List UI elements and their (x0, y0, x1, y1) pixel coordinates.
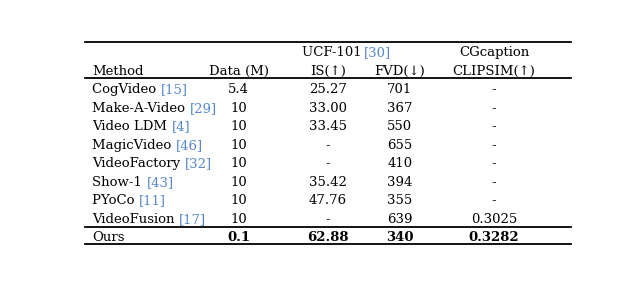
Text: CLIPSIM(↑): CLIPSIM(↑) (452, 65, 536, 78)
Text: [29]: [29] (189, 102, 217, 115)
Text: 25.27: 25.27 (309, 83, 347, 97)
Text: [11]: [11] (139, 195, 166, 207)
Text: [17]: [17] (179, 213, 206, 226)
Text: 367: 367 (387, 102, 413, 115)
Text: -: - (326, 139, 330, 152)
Text: -: - (492, 139, 497, 152)
Text: 0.1: 0.1 (227, 231, 250, 244)
Text: [46]: [46] (176, 139, 203, 152)
Text: 10: 10 (230, 213, 247, 226)
Text: FVD(↓): FVD(↓) (374, 65, 426, 78)
Text: 655: 655 (387, 139, 413, 152)
Text: 47.76: 47.76 (309, 195, 347, 207)
Text: -: - (492, 195, 497, 207)
Text: 355: 355 (387, 195, 413, 207)
Text: VideoFactory: VideoFactory (92, 157, 185, 170)
Text: 0.3282: 0.3282 (469, 231, 520, 244)
Text: Make-A-Video: Make-A-Video (92, 102, 189, 115)
Text: -: - (492, 120, 497, 133)
Text: 10: 10 (230, 176, 247, 189)
Text: -: - (492, 83, 497, 97)
Text: [4]: [4] (172, 120, 190, 133)
Text: 340: 340 (386, 231, 413, 244)
Text: 35.42: 35.42 (309, 176, 347, 189)
Text: -: - (492, 157, 497, 170)
Text: [15]: [15] (161, 83, 188, 97)
Text: 62.88: 62.88 (307, 231, 349, 244)
Text: Ours: Ours (92, 231, 125, 244)
Text: IS(↑): IS(↑) (310, 65, 346, 78)
Text: 33.00: 33.00 (309, 102, 347, 115)
Text: MagicVideo: MagicVideo (92, 139, 176, 152)
Text: Method: Method (92, 65, 144, 78)
Text: CogVideo: CogVideo (92, 83, 161, 97)
Text: -: - (492, 102, 497, 115)
Text: [43]: [43] (147, 176, 173, 189)
Text: 10: 10 (230, 157, 247, 170)
Text: VideoFusion: VideoFusion (92, 213, 179, 226)
Text: [30]: [30] (364, 47, 391, 59)
Text: CGcaption: CGcaption (459, 47, 529, 59)
Text: 550: 550 (387, 120, 413, 133)
Text: [32]: [32] (185, 157, 212, 170)
Text: 10: 10 (230, 120, 247, 133)
Text: 701: 701 (387, 83, 413, 97)
Text: Video LDM: Video LDM (92, 120, 172, 133)
Text: -: - (326, 213, 330, 226)
Text: 410: 410 (387, 157, 413, 170)
Text: 394: 394 (387, 176, 413, 189)
Text: 0.3025: 0.3025 (471, 213, 517, 226)
Text: 5.4: 5.4 (228, 83, 249, 97)
Text: 10: 10 (230, 139, 247, 152)
Text: -: - (326, 157, 330, 170)
Text: 33.45: 33.45 (309, 120, 347, 133)
Text: UCF-101: UCF-101 (301, 47, 364, 59)
Text: Show-1: Show-1 (92, 176, 147, 189)
Text: 639: 639 (387, 213, 413, 226)
Text: Data (M): Data (M) (209, 65, 269, 78)
Text: 10: 10 (230, 102, 247, 115)
Text: PYoCo: PYoCo (92, 195, 139, 207)
Text: 10: 10 (230, 195, 247, 207)
Text: -: - (492, 176, 497, 189)
